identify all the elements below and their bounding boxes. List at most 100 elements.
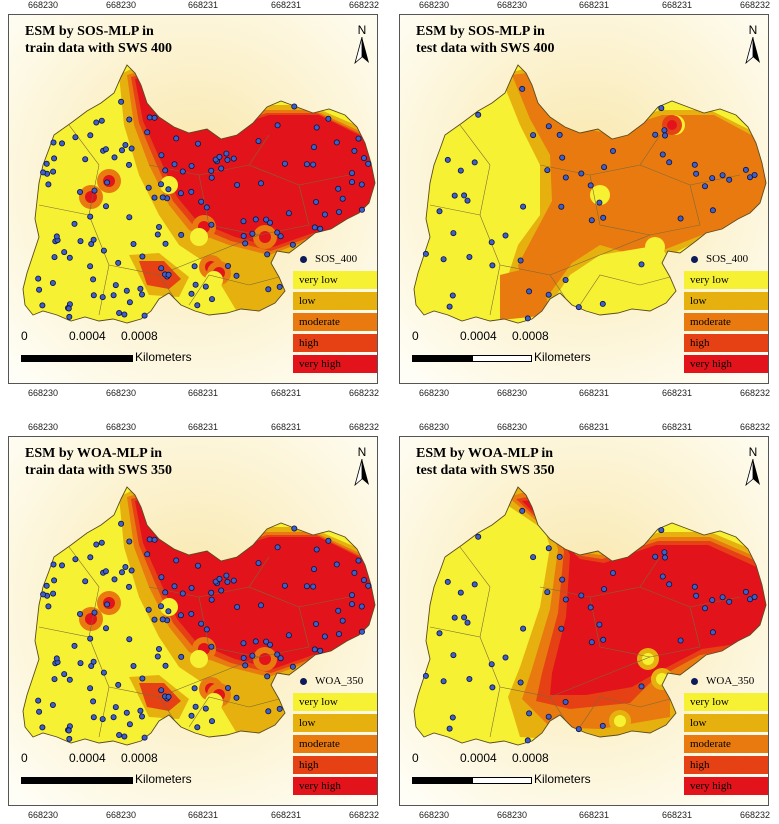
sample-point (139, 675, 146, 682)
sample-point (339, 195, 346, 202)
sample-point (596, 199, 603, 206)
sample-point (726, 176, 733, 183)
tick-label: 668231 (578, 810, 610, 820)
title-line-2: train data with SWS 350 (25, 463, 173, 478)
sample-point (526, 710, 533, 717)
sample-point (544, 167, 551, 174)
top-coordinate-ticks: 668230 668230 668231 668231 668232 (399, 0, 770, 14)
sample-point (45, 603, 52, 610)
sample-point (451, 192, 458, 199)
title-line-1: ESM by WOA-MLP in (25, 446, 163, 461)
legend-class-moderate: moderate (684, 313, 768, 331)
sample-point (313, 124, 320, 131)
sample-point (139, 253, 146, 260)
sample-point (325, 115, 332, 122)
legend-points-entry: WOA_350 (293, 673, 377, 689)
sample-point (158, 152, 165, 159)
sample-point (173, 135, 180, 142)
sample-point (162, 167, 169, 174)
sample-point (82, 578, 89, 585)
sample-point (562, 276, 569, 283)
legend-class-low: low (684, 714, 768, 732)
sample-point (208, 643, 215, 650)
sample-point (224, 156, 231, 163)
sample-point (194, 562, 201, 569)
sample-point (165, 693, 172, 700)
legend-swatch: high (684, 334, 768, 352)
legend-swatch: low (293, 292, 377, 310)
sample-point (475, 533, 482, 540)
sample-point (303, 161, 310, 168)
sample-point (274, 229, 281, 236)
sample-point (358, 181, 365, 188)
scale-graphic (412, 355, 532, 362)
sample-point (303, 583, 310, 590)
tick-label: 668232 (739, 422, 771, 432)
sample-point (224, 578, 231, 585)
sample-point (709, 207, 716, 214)
legend-swatch: high (293, 756, 377, 774)
tick-label: 668231 (661, 810, 693, 820)
sample-point (545, 713, 552, 720)
sample-point (208, 596, 215, 603)
legend-points-entry: WOA_350 (684, 673, 768, 689)
sample-point (449, 292, 456, 299)
sample-point (119, 147, 126, 154)
scale-number: 0.0004 (460, 751, 497, 765)
sample-point (742, 166, 749, 173)
sample-point (45, 181, 52, 188)
scale-number: 0 (21, 329, 28, 343)
sample-point (91, 609, 98, 616)
sample-point (709, 597, 716, 604)
legend-class-low: low (684, 292, 768, 310)
sample-point (691, 161, 698, 168)
legend-points-entry: SOS_400 (684, 251, 768, 267)
sample-point (240, 640, 247, 647)
sample-point (138, 713, 145, 720)
map-panel-1: 668230 668230 668231 668231 668232 ESM by SOS… (0, 0, 380, 398)
sample-point (601, 586, 608, 593)
sample-point (121, 311, 128, 318)
sample-point (575, 726, 582, 733)
legend-class-label: high (299, 759, 319, 771)
sample-point (451, 614, 458, 621)
sample-point (751, 593, 758, 600)
sample-point (601, 164, 608, 171)
sample-point (257, 180, 264, 187)
sample-point (151, 194, 158, 201)
sample-point (365, 582, 372, 589)
legend-class-label: very high (690, 780, 732, 792)
scale-number: 0 (412, 751, 419, 765)
sample-point (130, 240, 137, 247)
legend-class-very-low: very low (293, 271, 377, 289)
sample-point (266, 641, 273, 648)
sample-point (51, 676, 58, 683)
sample-point (274, 544, 281, 551)
scale-bar: 0 0.0004 0.0008 Kilometers (21, 329, 321, 369)
sample-point (519, 85, 526, 92)
legend-class-moderate: moderate (684, 735, 768, 753)
sample-point (562, 698, 569, 705)
sample-point (588, 639, 595, 646)
title-line-2: test data with SWS 350 (416, 463, 555, 478)
sample-point (638, 683, 645, 690)
sample-point (65, 727, 72, 734)
sample-point (365, 160, 372, 167)
sample-point (596, 621, 603, 628)
sample-point (178, 231, 185, 238)
title-line-2: test data with SWS 400 (416, 41, 555, 56)
sample-point (71, 220, 78, 227)
sample-point (35, 275, 42, 282)
sample-point (360, 577, 367, 584)
sample-point (291, 103, 298, 110)
sample-point (277, 655, 284, 662)
sample-point (159, 616, 166, 623)
sample-point (121, 733, 128, 740)
legend-class-label: very high (299, 358, 341, 370)
title-line-1: ESM by SOS-MLP in (25, 24, 154, 39)
sample-point (578, 170, 585, 177)
sample-point (223, 572, 230, 579)
sample-point (264, 673, 271, 680)
tick-label: 668230 (105, 810, 137, 820)
sample-point (335, 185, 342, 192)
